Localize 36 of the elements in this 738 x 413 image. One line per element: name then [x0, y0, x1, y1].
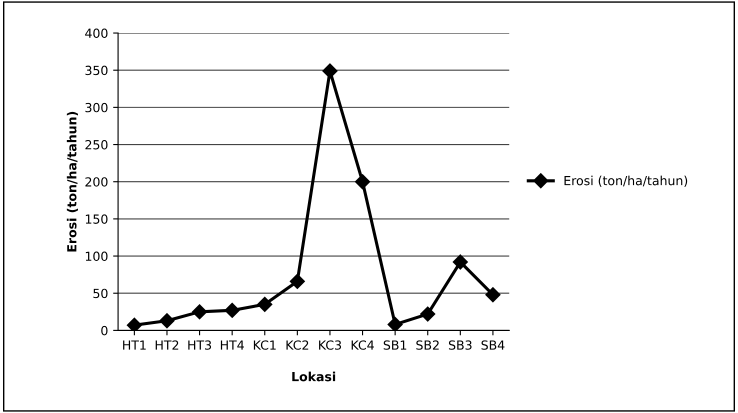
y-axis-title: Erosi (ton/ha/tahun)	[66, 112, 78, 252]
x-axis-title: Lokasi	[292, 372, 336, 382]
x-tick-label: HT4	[220, 340, 244, 350]
y-tick-label: 0	[101, 326, 108, 336]
y-tick-label: 50	[93, 288, 108, 298]
x-tick-label: KC2	[286, 340, 308, 350]
x-tick-label: SB1	[384, 340, 406, 350]
y-tick-label: 400	[85, 28, 108, 38]
point	[257, 296, 272, 312]
point	[126, 318, 142, 330]
y-tick-label: 100	[86, 252, 108, 261]
point	[354, 174, 370, 190]
x-tick-label: KC1	[254, 340, 276, 350]
x-tick-label: HT1	[123, 340, 146, 350]
y-tick-label: 250	[85, 140, 108, 150]
y-tick-label: 200	[85, 177, 108, 187]
x-tick-label: SB4	[482, 340, 504, 350]
point	[322, 63, 338, 79]
y-tick-label: 150	[86, 214, 108, 224]
point	[420, 306, 436, 322]
y-tick-label: 350	[85, 66, 108, 76]
point	[159, 313, 175, 328]
x-tick-label: SB3	[448, 340, 472, 350]
y-tick-label: 300	[85, 102, 108, 112]
x-tick-label: KC3	[319, 340, 342, 350]
point	[485, 287, 500, 302]
x-tick-label: SB2	[416, 340, 439, 350]
x-tick-label: HT2	[156, 340, 178, 350]
point	[388, 316, 403, 330]
legend-label: Erosi (ton/ha/tahun)	[564, 176, 688, 187]
point	[224, 302, 240, 318]
point	[452, 254, 468, 270]
point	[192, 304, 208, 320]
x-tick-label: HT3	[188, 340, 212, 350]
x-tick-label: KC4	[352, 340, 374, 350]
point	[290, 274, 305, 289]
